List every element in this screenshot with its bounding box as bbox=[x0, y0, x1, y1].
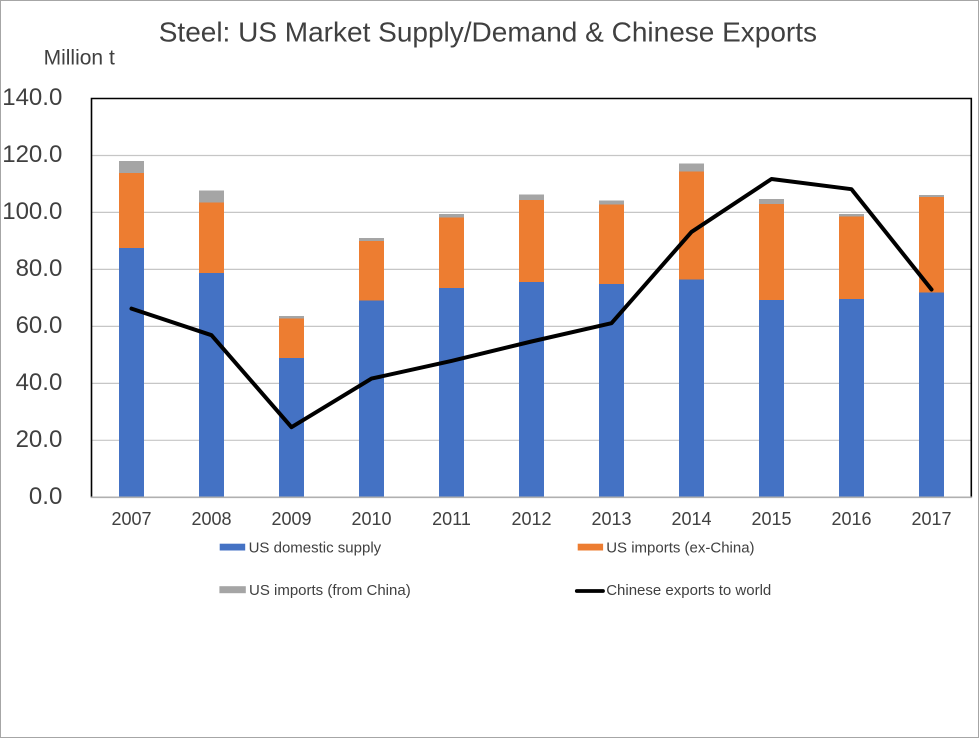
svg-text:140.0: 140.0 bbox=[2, 84, 62, 111]
svg-text:Steel: US Market Supply/Demand: Steel: US Market Supply/Demand & Chinese… bbox=[159, 16, 817, 47]
svg-text:2008: 2008 bbox=[191, 509, 231, 529]
svg-text:40.0: 40.0 bbox=[16, 369, 63, 396]
svg-text:80.0: 80.0 bbox=[16, 255, 63, 282]
svg-text:2009: 2009 bbox=[271, 509, 311, 529]
svg-text:2015: 2015 bbox=[751, 509, 791, 529]
svg-text:2014: 2014 bbox=[671, 509, 711, 529]
svg-text:US imports (ex-China): US imports (ex-China) bbox=[606, 540, 754, 557]
svg-text:2012: 2012 bbox=[511, 509, 551, 529]
svg-text:2010: 2010 bbox=[351, 509, 391, 529]
svg-text:US imports (from China): US imports (from China) bbox=[249, 582, 411, 599]
svg-text:0.0: 0.0 bbox=[29, 483, 62, 510]
svg-text:20.0: 20.0 bbox=[16, 426, 63, 453]
svg-text:2007: 2007 bbox=[111, 509, 151, 529]
svg-text:Million t: Million t bbox=[44, 47, 115, 70]
svg-text:US domestic supply: US domestic supply bbox=[249, 540, 382, 557]
svg-text:120.0: 120.0 bbox=[2, 141, 62, 168]
svg-text:100.0: 100.0 bbox=[2, 198, 62, 225]
svg-text:2016: 2016 bbox=[831, 509, 871, 529]
svg-text:60.0: 60.0 bbox=[16, 312, 63, 339]
svg-text:2011: 2011 bbox=[432, 509, 471, 529]
svg-text:2013: 2013 bbox=[591, 509, 631, 529]
svg-text:Chinese exports to world: Chinese exports to world bbox=[606, 582, 771, 599]
svg-text:2017: 2017 bbox=[911, 509, 951, 529]
